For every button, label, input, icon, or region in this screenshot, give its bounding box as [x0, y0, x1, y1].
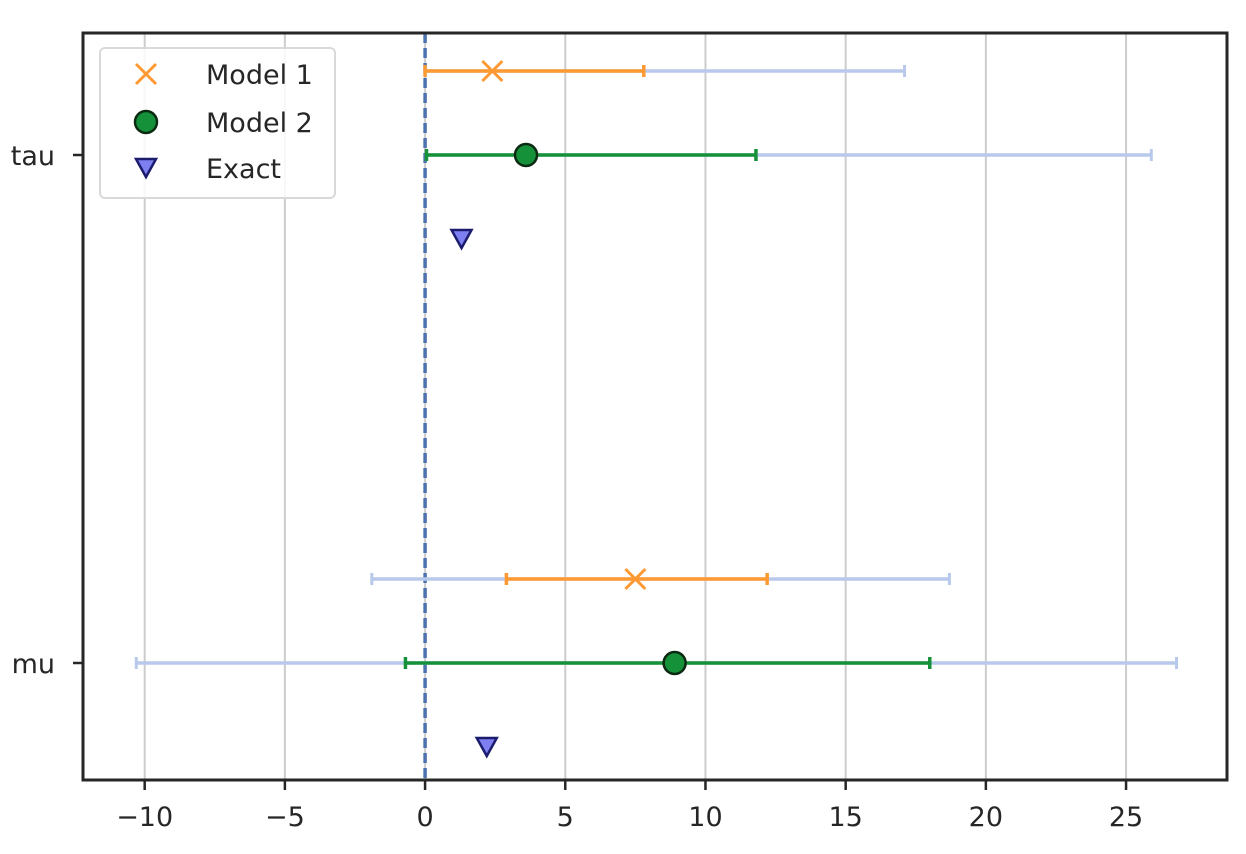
point-model-1-tau [423, 59, 907, 83]
legend-entry-model-2: Model 2 [133, 108, 313, 139]
point-estimate [449, 228, 474, 251]
y-tick-label: tau [11, 141, 55, 172]
legend-marker [133, 109, 159, 135]
legend-marker [133, 157, 159, 180]
y-tick-label: mu [12, 649, 55, 680]
axes: −10 −5 0 5 10 15 20 25 tau mu [11, 31, 1229, 833]
point-estimate [662, 650, 687, 676]
x-tick-label: 10 [688, 802, 722, 833]
point-model-2-mu [134, 650, 1179, 676]
x-tick-label: 15 [828, 802, 862, 833]
point-estimate [474, 736, 499, 759]
x-tick-label: 5 [557, 802, 574, 833]
x-tick-label: 0 [416, 802, 433, 833]
point-exact-mu [474, 736, 499, 759]
x-tick-label: 20 [969, 802, 1003, 833]
plot-frame [81, 31, 1229, 782]
x-tick-label: −10 [116, 802, 173, 833]
x-tick-label: −5 [265, 802, 305, 833]
legend-entry-exact: Exact [133, 154, 281, 185]
point-estimate [624, 567, 647, 591]
point-model-1-mu [370, 567, 951, 591]
point-estimate [481, 59, 504, 83]
legend-label: Model 2 [206, 108, 313, 139]
x-tick-label: 25 [1109, 802, 1143, 833]
legend: Model 1 Model 2 Exact [99, 47, 336, 199]
point-exact-tau [449, 228, 474, 251]
legend-entry-model-1: Model 1 [134, 60, 313, 91]
data-layer [134, 59, 1179, 759]
legend-box [99, 47, 336, 199]
point-estimate [513, 142, 539, 168]
legend-label: Exact [206, 154, 281, 185]
legend-marker [134, 62, 158, 86]
legend-label: Model 1 [206, 60, 313, 91]
point-model-2-tau [424, 142, 1153, 168]
